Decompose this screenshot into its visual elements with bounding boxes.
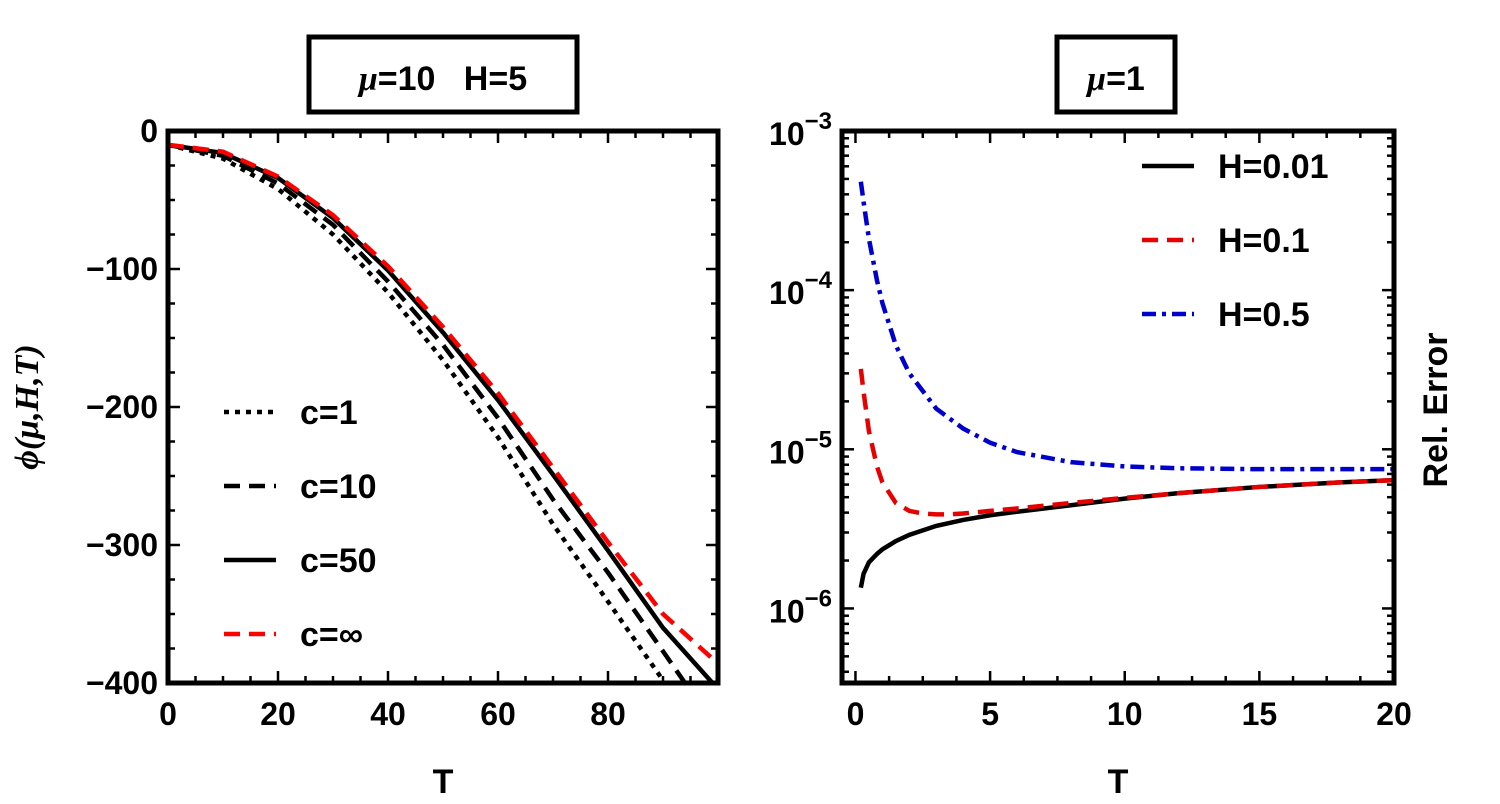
left-y-axis-label: ϕ(μ,H,T)	[9, 344, 46, 469]
right-y-axis-label: Rel. Error	[1417, 333, 1455, 488]
x-tick-label: 60	[480, 696, 516, 732]
right-x-axis-label: T	[1108, 763, 1129, 801]
series-line-H-0-5	[858, 181, 1394, 472]
series-line-c-10	[168, 142, 687, 683]
legend-label: H=0.1	[1218, 222, 1310, 260]
x-tick-label: 40	[370, 696, 406, 732]
legend-label: c=10	[300, 468, 377, 506]
legend-label: H=0.01	[1218, 148, 1329, 186]
y-tick-label: −100	[86, 251, 158, 287]
left-y-tick-labels: 0 −100 −200 −300 −400	[86, 113, 158, 701]
right-tick-marks	[842, 129, 1396, 683]
y-tick-label: 10−6	[769, 585, 832, 629]
y-tick-label: 0	[140, 113, 158, 149]
right-chart-panel: μ=1 0 5 10 15 20 10−6 10−5 10−4 10−3 T Rel. Err…	[769, 34, 1455, 801]
right-y-tick-labels: 10−6 10−5 10−4 10−3	[769, 108, 833, 629]
series-line-H-0-1	[858, 368, 1394, 517]
left-legend: c=1 c=10 c=50 c=∞	[224, 394, 377, 654]
x-tick-label: 20	[1376, 696, 1412, 732]
legend-label: c=50	[300, 542, 377, 580]
x-tick-label: 20	[260, 696, 296, 732]
y-tick-label: −400	[86, 665, 158, 701]
series-line-c-1	[168, 142, 665, 682]
left-series-group	[168, 142, 718, 683]
y-tick-label: −300	[86, 527, 158, 563]
series-line-c-50	[168, 142, 715, 683]
series-line-c-	[168, 142, 718, 666]
x-tick-label: 0	[159, 696, 177, 732]
y-tick-label: 10−5	[769, 426, 832, 470]
left-tick-marks	[166, 129, 720, 685]
right-title-box	[1054, 34, 1178, 115]
right-x-tick-labels: 0 5 10 15 20	[847, 696, 1412, 732]
legend-label: c=∞	[300, 616, 363, 654]
right-series-group	[858, 181, 1394, 589]
left-x-axis-label: T	[433, 763, 454, 801]
x-tick-label: 0	[847, 696, 865, 732]
left-title-box	[306, 34, 580, 115]
left-plot-frame	[165, 128, 721, 686]
y-tick-label: 10−3	[769, 108, 832, 152]
legend-label: H=0.5	[1218, 296, 1310, 334]
left-x-tick-labels: 0 20 40 60 80	[159, 696, 626, 732]
legend-label: c=1	[300, 394, 358, 432]
y-tick-label: −200	[86, 389, 158, 425]
x-tick-label: 5	[981, 696, 999, 732]
x-tick-label: 80	[590, 696, 626, 732]
x-tick-label: 10	[1107, 696, 1143, 732]
right-legend: H=0.01 H=0.1 H=0.5	[1142, 148, 1329, 334]
left-title: μ=10 H=5	[357, 60, 527, 98]
left-chart-panel: μ=10 H=5 0 20 40 60 80 0 −100 −200 −300 −400 T ϕ…	[9, 34, 721, 801]
y-tick-label: 10−4	[769, 267, 833, 311]
right-plot-frame	[839, 128, 1397, 686]
x-tick-label: 15	[1242, 696, 1278, 732]
right-title: μ=1	[1085, 60, 1145, 98]
